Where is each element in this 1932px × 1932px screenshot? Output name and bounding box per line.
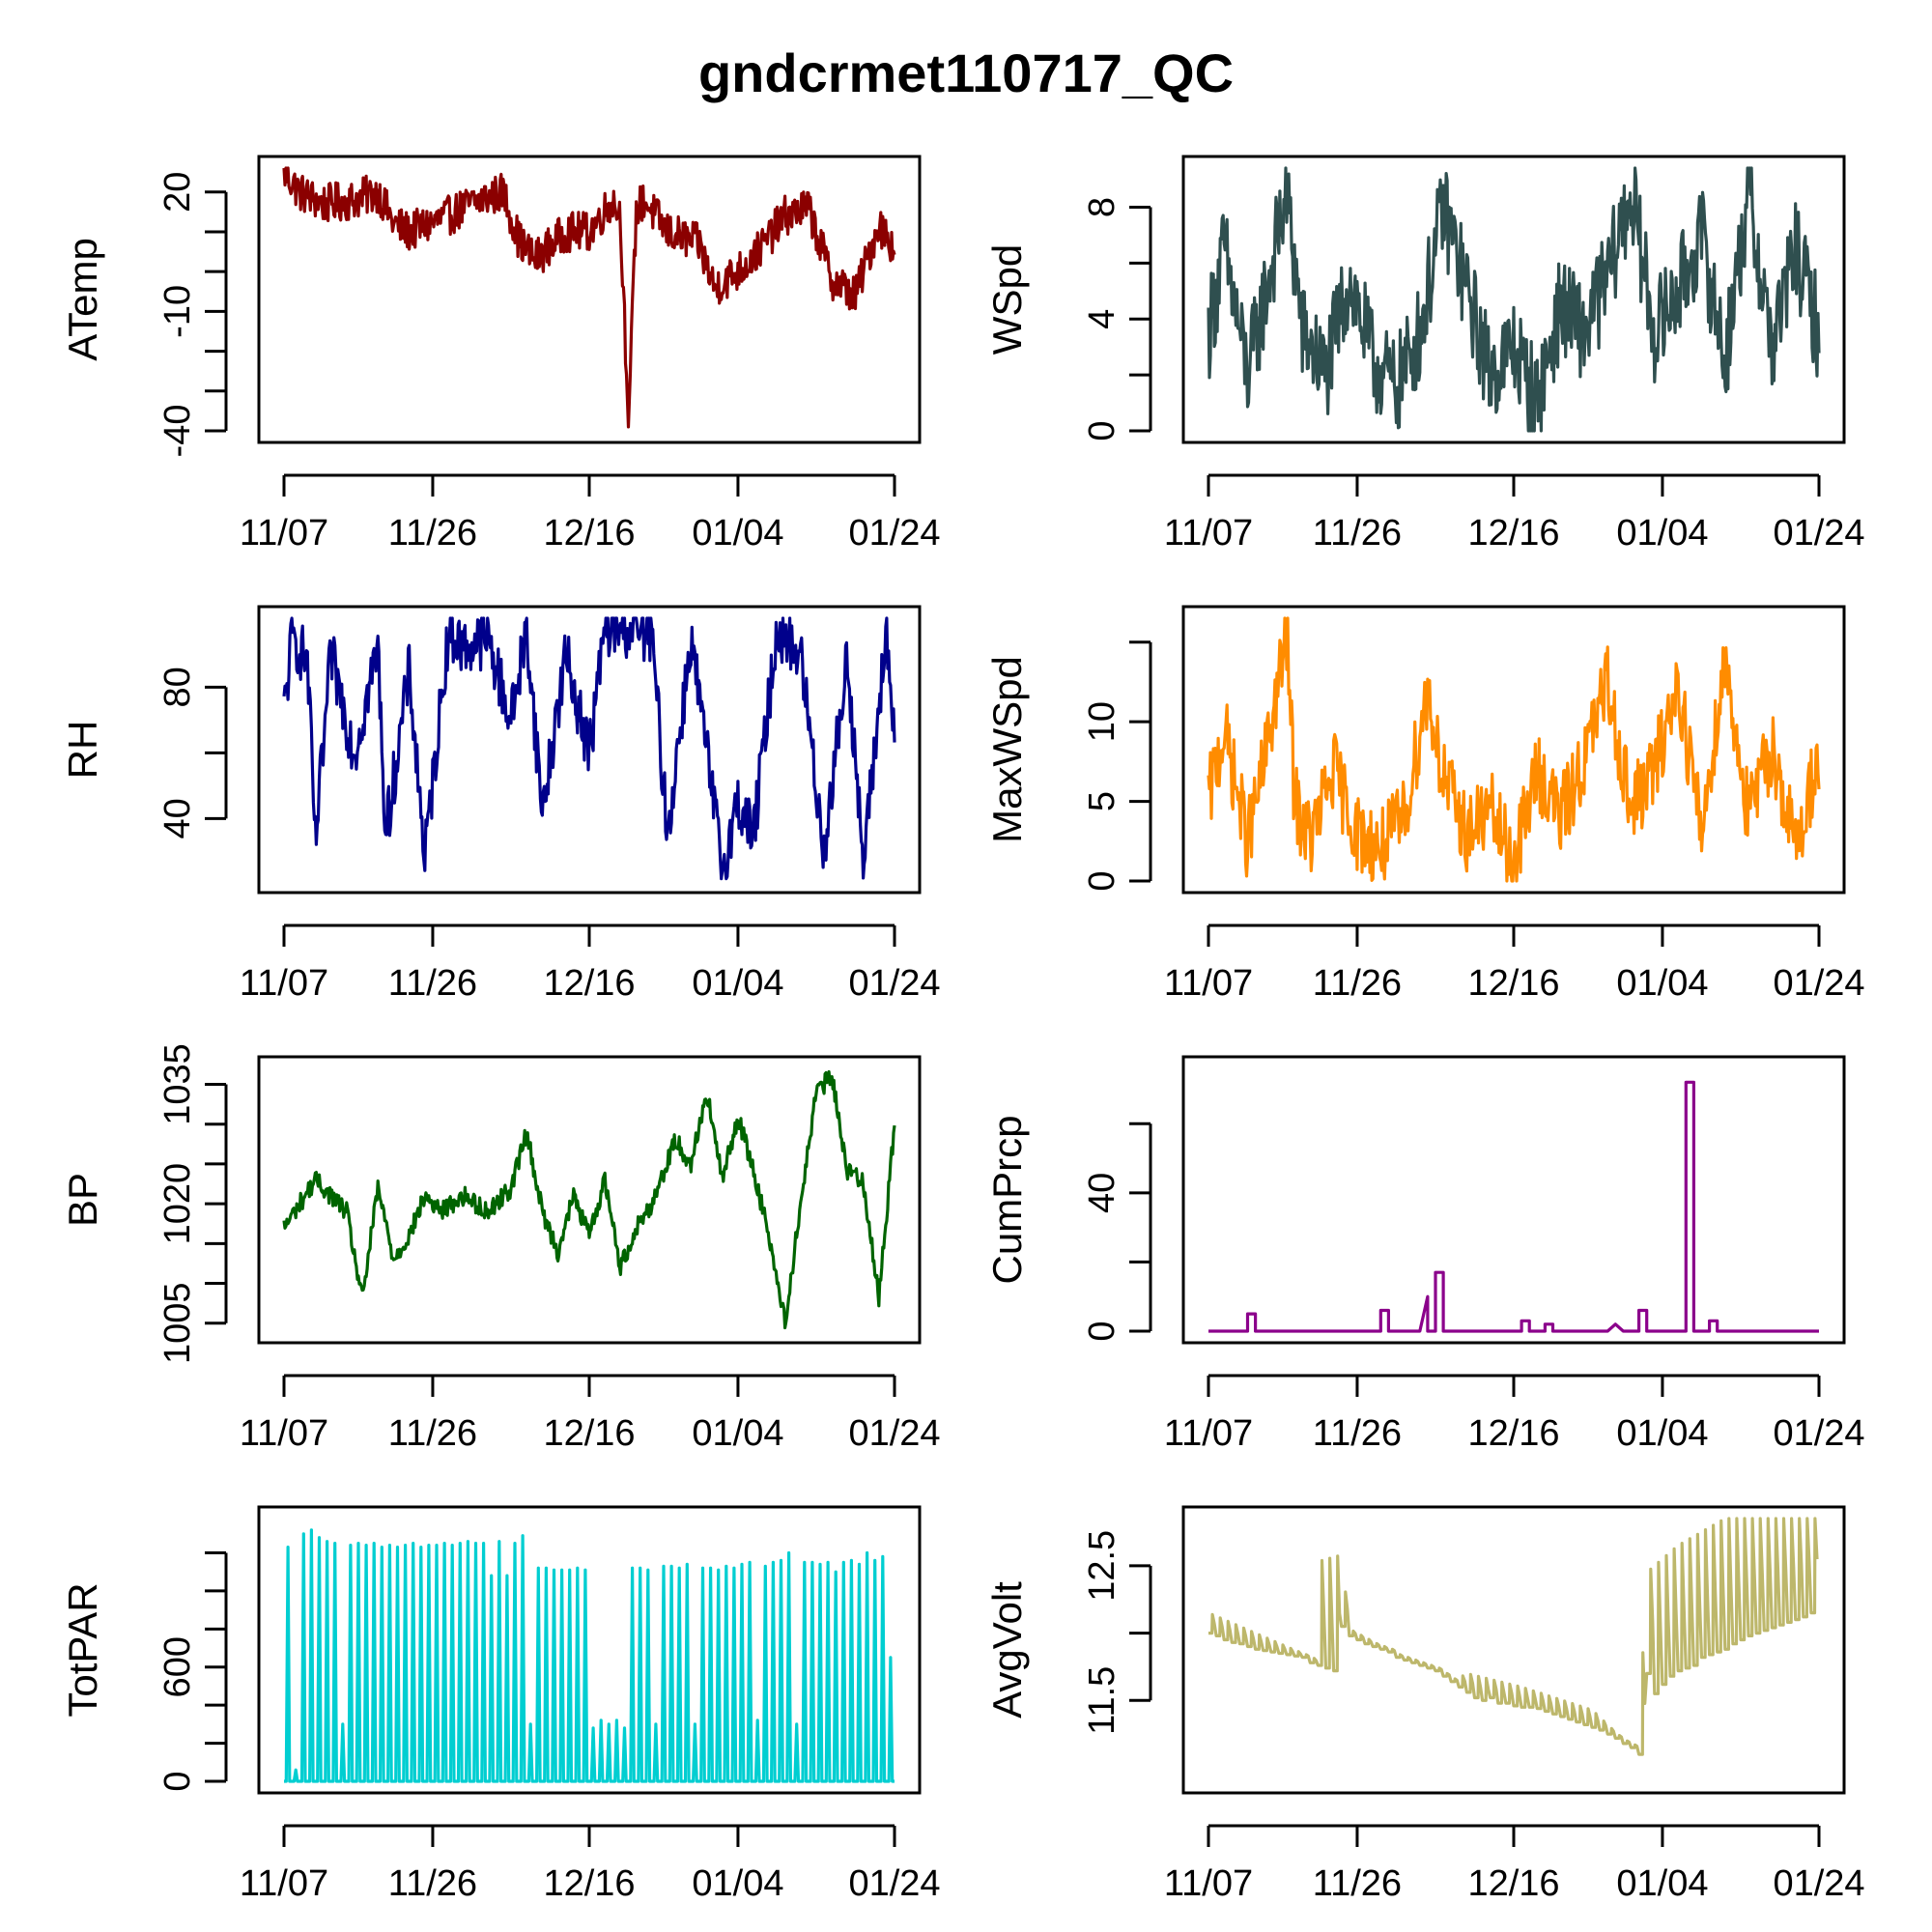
y-axis-label: BP	[60, 1173, 105, 1227]
x-tick-label: 12/16	[1467, 1413, 1559, 1454]
x-tick-label: 12/16	[543, 963, 635, 1004]
y-tick-label: 1005	[157, 1282, 198, 1364]
x-tick-label: 11/26	[1313, 1413, 1402, 1454]
y-tick-label: 5	[1082, 791, 1122, 811]
x-tick-label: 01/24	[848, 1863, 940, 1904]
x-tick-label: 12/16	[1467, 1863, 1559, 1904]
x-tick-label: 01/24	[1773, 1863, 1864, 1904]
plot-frame	[257, 605, 922, 895]
series-line-rh	[282, 616, 896, 881]
plot-frame	[257, 1055, 922, 1345]
y-tick-label: 0	[1082, 870, 1122, 891]
y-tick-label: 4	[1082, 309, 1122, 329]
x-tick-label: 11/26	[1313, 963, 1402, 1004]
x-tick-label: 11/26	[388, 1413, 477, 1454]
y-tick-label: 80	[157, 667, 198, 707]
plot-frame	[1181, 155, 1846, 444]
panel-atemp: 11/07 11/26 12/16 01/04 01/24 -40 -10 20 ATemp	[60, 155, 941, 554]
x-tick-label: 01/04	[1616, 1413, 1708, 1454]
y-tick-label: 11.5	[1082, 1666, 1122, 1735]
plot-frame	[1181, 605, 1846, 895]
x-tick-label: 01/04	[692, 963, 783, 1004]
panel-maxwspd: 11/07 11/26 12/16 01/04 01/24 0 5 10 MaxWSpd	[984, 605, 1865, 1004]
series-line-avgvolt	[1208, 1517, 1819, 1756]
y-tick-label: 1020	[157, 1163, 198, 1245]
y-tick-label: 20	[157, 172, 198, 213]
x-tick-label: 01/04	[692, 513, 783, 554]
y-tick-label: 0	[1082, 420, 1122, 440]
y-axis-label: TotPAR	[60, 1582, 105, 1717]
y-axis-label: WSpd	[984, 244, 1030, 355]
y-tick-label: 40	[157, 798, 198, 838]
x-tick-label: 01/24	[1773, 963, 1864, 1004]
x-tick-label: 01/24	[1773, 513, 1864, 554]
plot-frame	[1181, 1505, 1846, 1795]
x-tick-label: 01/04	[692, 1863, 783, 1904]
panel-totpar: 11/07 11/26 12/16 01/04 01/24 0 600 TotPAR	[60, 1505, 941, 1904]
x-tick-label: 01/04	[692, 1413, 783, 1454]
x-tick-label: 01/04	[1616, 963, 1708, 1004]
panel-cumprcp: 11/07 11/26 12/16 01/04 01/24 0 40 CumPrcp	[984, 1055, 1865, 1454]
y-axis-label: MaxWSpd	[984, 656, 1030, 843]
y-tick-label: -40	[157, 405, 198, 458]
x-tick-label: 11/07	[1164, 963, 1253, 1004]
y-tick-label: 12.5	[1082, 1530, 1122, 1602]
x-tick-label: 01/24	[848, 963, 940, 1004]
series-line-totpar	[284, 1528, 895, 1783]
series-line-atemp	[282, 166, 896, 429]
x-tick-label: 01/04	[1616, 513, 1708, 554]
y-tick-label: 1035	[157, 1043, 198, 1125]
x-tick-label: 01/24	[1773, 1413, 1864, 1454]
x-tick-label: 11/07	[240, 1863, 328, 1904]
x-tick-label: 12/16	[543, 513, 635, 554]
y-tick-label: 0	[157, 1771, 198, 1791]
x-tick-label: 12/16	[1467, 963, 1559, 1004]
series-line-bp	[282, 1069, 896, 1330]
figure-title: gndcrmet110717_QC	[698, 43, 1234, 103]
series-line-cumprcp	[1208, 1080, 1819, 1333]
x-tick-label: 12/16	[543, 1863, 635, 1904]
series-line-maxwspd	[1207, 616, 1821, 883]
x-tick-label: 01/24	[848, 513, 940, 554]
x-tick-label: 11/26	[388, 1863, 477, 1904]
x-tick-label: 11/26	[1313, 1863, 1402, 1904]
y-axis-label: ATemp	[60, 238, 105, 361]
y-tick-label: 8	[1082, 197, 1122, 217]
x-tick-label: 11/07	[240, 513, 328, 554]
y-tick-label: 0	[1082, 1321, 1122, 1341]
x-tick-label: 11/07	[1164, 1413, 1253, 1454]
x-tick-label: 12/16	[1467, 513, 1559, 554]
x-tick-label: 11/07	[1164, 1863, 1253, 1904]
y-tick-label: 40	[1082, 1173, 1122, 1213]
panel-wspd: 11/07 11/26 12/16 01/04 01/24 0 4 8 WSpd	[984, 155, 1865, 554]
plot-frame	[1181, 1055, 1846, 1345]
y-axis-label: CumPrcp	[984, 1115, 1030, 1284]
x-tick-label: 11/07	[240, 963, 328, 1004]
panel-rh: 11/07 11/26 12/16 01/04 01/24 40 80 RH	[60, 605, 941, 1004]
y-axis-label: RH	[60, 721, 105, 780]
x-tick-label: 01/04	[1616, 1863, 1708, 1904]
plot-frame	[257, 155, 922, 444]
x-tick-label: 01/24	[848, 1413, 940, 1454]
panel-avgvolt: 11/07 11/26 12/16 01/04 01/24 11.5 12.5 AvgVolt	[984, 1505, 1865, 1904]
y-tick-label: -10	[157, 285, 198, 338]
x-tick-label: 11/26	[388, 513, 477, 554]
y-tick-label: 10	[1082, 701, 1122, 742]
x-tick-label: 11/26	[1313, 513, 1402, 554]
x-tick-label: 11/07	[1164, 513, 1253, 554]
y-tick-label: 600	[157, 1636, 198, 1697]
series-line-wspd	[1207, 166, 1821, 433]
plot-frame	[257, 1505, 922, 1795]
x-tick-label: 11/07	[240, 1413, 328, 1454]
x-tick-label: 12/16	[543, 1413, 635, 1454]
y-axis-label: AvgVolt	[984, 1581, 1030, 1719]
panel-bp: 11/07 11/26 12/16 01/04 01/24 1005 1020 1035 BP	[60, 1043, 941, 1454]
x-tick-label: 11/26	[388, 963, 477, 1004]
